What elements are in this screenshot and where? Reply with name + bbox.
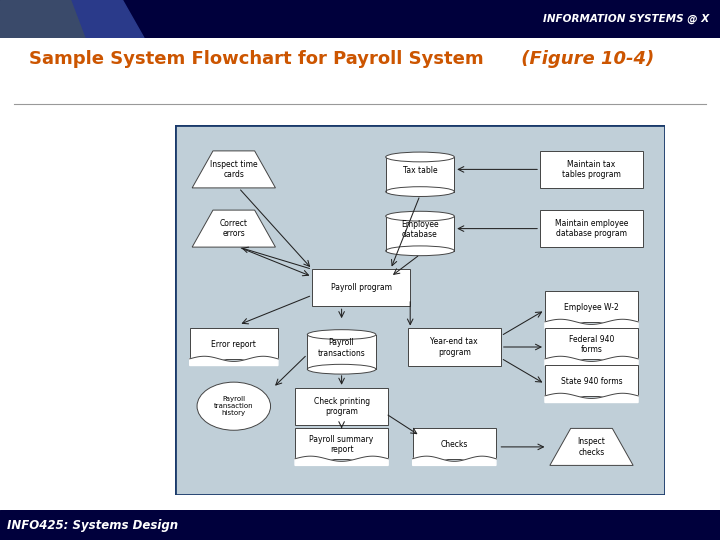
FancyBboxPatch shape (540, 210, 643, 247)
Text: Maintain tax
tables program: Maintain tax tables program (562, 160, 621, 179)
Text: Employee
database: Employee database (401, 220, 438, 239)
Polygon shape (545, 319, 638, 328)
Polygon shape (413, 456, 496, 465)
Polygon shape (295, 456, 388, 465)
Bar (413, 428, 496, 459)
Polygon shape (192, 151, 276, 188)
Text: Employee W-2: Employee W-2 (564, 303, 619, 312)
Ellipse shape (307, 330, 376, 340)
Text: INFORMATION SYSTEMS @ X: INFORMATION SYSTEMS @ X (543, 14, 709, 24)
FancyBboxPatch shape (175, 125, 665, 495)
Ellipse shape (386, 152, 454, 162)
Ellipse shape (307, 364, 376, 374)
Text: Federal 940
forms: Federal 940 forms (569, 335, 614, 354)
Text: Sample System Flowchart for Payroll System: Sample System Flowchart for Payroll Syst… (29, 50, 483, 68)
Ellipse shape (386, 187, 454, 197)
FancyBboxPatch shape (312, 269, 410, 306)
Bar (545, 366, 638, 396)
FancyBboxPatch shape (540, 151, 643, 188)
Bar (189, 328, 278, 359)
Bar (295, 428, 388, 459)
Text: Maintain employee
database program: Maintain employee database program (555, 219, 628, 238)
FancyBboxPatch shape (295, 388, 388, 424)
Text: State 940 forms: State 940 forms (561, 377, 622, 386)
Text: Checks: Checks (441, 440, 468, 449)
Bar (0, 0, 108, 38)
Bar (545, 292, 638, 322)
Text: Inspect
checks: Inspect checks (577, 437, 606, 457)
Polygon shape (192, 210, 276, 247)
Ellipse shape (386, 211, 454, 221)
Text: Year-end tax
program: Year-end tax program (431, 338, 478, 357)
Text: (Figure 10-4): (Figure 10-4) (515, 50, 654, 68)
Text: Payroll summary
report: Payroll summary report (310, 435, 374, 454)
Text: Payroll
transactions: Payroll transactions (318, 338, 366, 357)
Polygon shape (545, 356, 638, 366)
Polygon shape (550, 428, 633, 465)
Polygon shape (545, 393, 638, 402)
Bar (386, 216, 454, 251)
Bar (545, 328, 638, 359)
Bar (307, 335, 376, 369)
Text: Check printing
program: Check printing program (313, 396, 369, 416)
Text: Payroll program: Payroll program (330, 284, 392, 292)
Text: Correct
errors: Correct errors (220, 219, 248, 238)
Text: Tax table: Tax table (402, 166, 437, 175)
Ellipse shape (386, 246, 454, 255)
Text: Error report: Error report (212, 340, 256, 349)
Text: Inspect time
cards: Inspect time cards (210, 160, 258, 179)
Text: Payroll
transaction
history: Payroll transaction history (214, 396, 253, 416)
Text: INFO425: Systems Design: INFO425: Systems Design (7, 518, 179, 531)
Bar (386, 157, 454, 192)
FancyBboxPatch shape (408, 328, 501, 366)
Polygon shape (72, 0, 144, 38)
Ellipse shape (197, 382, 271, 430)
Polygon shape (189, 356, 278, 366)
